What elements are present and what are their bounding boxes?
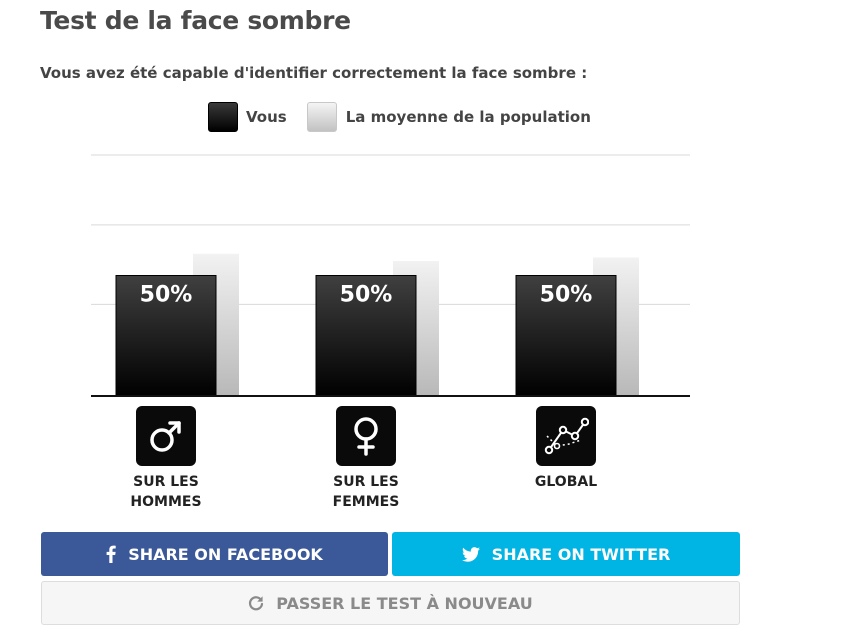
twitter-icon [461,546,480,562]
category-label-line: GLOBAL [534,474,598,490]
bar-value-label: 50% [140,283,193,308]
retake-test-label: PASSER LE TEST À NOUVEAU [276,593,533,613]
legend-swatch-you [208,102,238,132]
chart-legend: Vous La moyenne de la population [208,101,591,133]
bar-you [315,275,417,397]
female-symbol-icon [336,406,396,466]
category-label-line: HOMMES [130,494,202,510]
male-symbol-icon [136,406,196,466]
page-title: Test de la face sombre [40,6,351,35]
legend-swatch-population [306,102,337,132]
facebook-icon [106,545,116,563]
bar-value-label: 50% [540,283,593,308]
share-facebook-button[interactable]: SHARE ON FACEBOOK [41,532,388,576]
category-label-line: FEMMES [332,494,400,510]
share-twitter-label: SHARE ON TWITTER [491,544,671,564]
result-subtitle: Vous avez été capable d'identifier corre… [40,64,588,82]
share-twitter-button[interactable]: SHARE ON TWITTER [392,532,740,576]
category-label-hommes: SUR LES HOMMES [96,472,236,512]
legend-label-you: Vous [246,108,287,126]
scatter-line-icon [536,406,596,466]
legend-label-population: La moyenne de la population [345,108,591,126]
bar-you [515,275,617,397]
refresh-icon [248,595,264,611]
category-label-line: SUR LES [333,474,399,490]
share-facebook-label: SHARE ON FACEBOOK [128,544,323,564]
retake-test-button[interactable]: PASSER LE TEST À NOUVEAU [41,581,740,625]
bar-value-label: 50% [340,283,393,308]
category-label-global: GLOBAL [496,472,636,492]
bar-chart: 50% 50% 50% [91,154,690,397]
category-label-line: SUR LES [133,474,199,490]
bar-you [115,275,217,397]
category-label-femmes: SUR LES FEMMES [296,472,436,512]
